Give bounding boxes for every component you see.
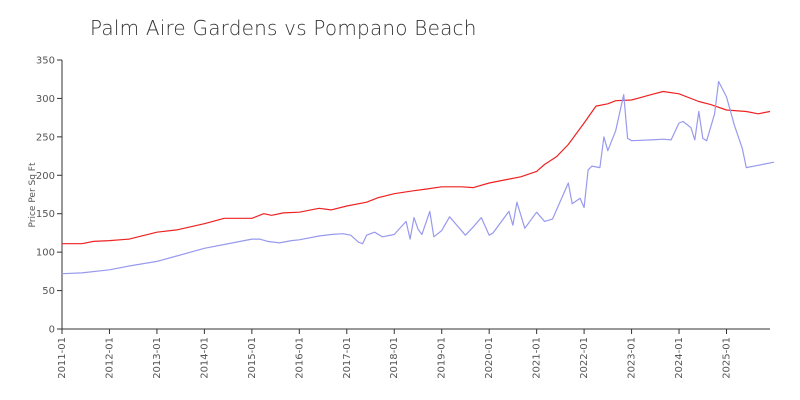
x-tick-label: 2025-01 (721, 337, 732, 379)
y-tick-label: 0 (49, 325, 55, 336)
y-axis-title: Price Per Sq Ft (28, 162, 38, 227)
x-tick-label: 2015-01 (247, 337, 258, 379)
x-tick-label: 2019-01 (437, 337, 448, 379)
x-tick-label: 2021-01 (532, 337, 543, 379)
x-tick-label: 2016-01 (294, 337, 305, 379)
y-tick-label: 200 (36, 171, 55, 182)
y-tick-label: 300 (36, 94, 55, 105)
x-tick-label: 2023-01 (627, 337, 638, 379)
axes: 0 50 100 150 200 250 300 350 2011-01 2012-01 2013-… (36, 56, 770, 379)
x-tick-label: 2024-01 (674, 337, 685, 379)
series-line-red (62, 90, 771, 245)
series-layer (61, 80, 775, 275)
x-tick-label: 2020-01 (484, 337, 495, 379)
x-tick-label: 2022-01 (579, 337, 590, 379)
y-tick-label: 350 (36, 56, 55, 67)
y-tick-label: 150 (36, 209, 55, 220)
x-tick-label: 2013-01 (152, 337, 163, 379)
x-tick-label: 2017-01 (342, 337, 353, 379)
x-tick-label: 2012-01 (104, 337, 115, 379)
y-tick-label: 100 (36, 248, 55, 259)
x-tick-label: 2018-01 (389, 337, 400, 379)
x-tick-label: 2014-01 (199, 337, 210, 379)
y-tick-label: 50 (42, 286, 55, 297)
chart-title: Palm Aire Gardens vs Pompano Beach (90, 16, 477, 40)
x-tick-label: 2011-01 (57, 337, 68, 379)
series-line-blue (61, 80, 775, 275)
y-tick-label: 250 (36, 132, 55, 143)
